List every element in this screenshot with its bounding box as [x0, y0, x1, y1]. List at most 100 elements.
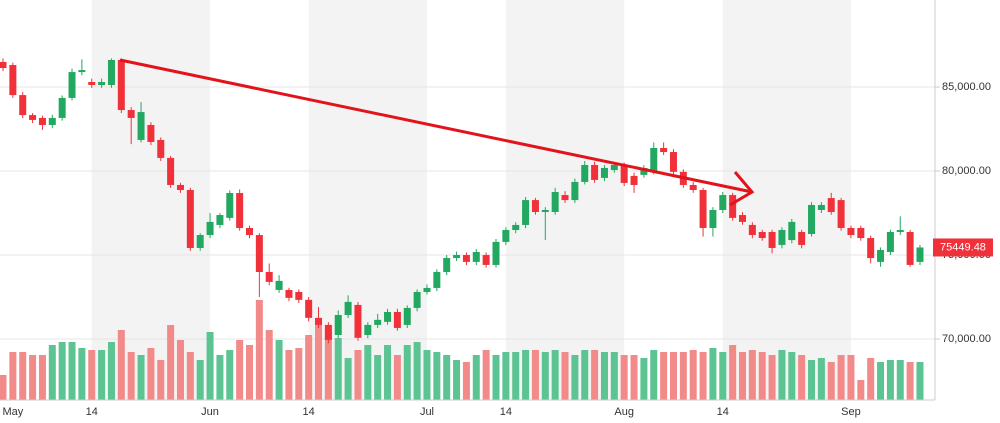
- candle-body: [551, 192, 559, 213]
- volume-bar: [758, 352, 766, 400]
- candle-body: [137, 112, 145, 140]
- candle-body: [236, 193, 244, 228]
- candle-body: [512, 224, 520, 230]
- candle-body: [561, 195, 569, 201]
- volume-bar: [78, 348, 86, 400]
- volume-bar: [344, 358, 352, 400]
- candle-body: [630, 175, 638, 185]
- candle-body: [48, 117, 56, 125]
- volume-bar: [305, 335, 313, 400]
- candle-body: [295, 291, 303, 300]
- candle-body: [729, 195, 737, 218]
- x-tick-label: 14: [717, 406, 729, 418]
- volume-bar: [236, 340, 244, 400]
- candle-body: [255, 235, 263, 272]
- volume-bar: [857, 380, 865, 400]
- volume-bar: [709, 348, 717, 400]
- candle-body: [689, 184, 697, 191]
- candle-body: [748, 224, 756, 236]
- y-tick-label: 70,000.00: [942, 333, 991, 345]
- volume-bar: [354, 350, 362, 400]
- candle-body: [19, 95, 27, 116]
- candle-body: [393, 311, 401, 328]
- volume-bar: [196, 360, 204, 400]
- candle-body: [216, 215, 224, 225]
- candle-body: [591, 164, 599, 180]
- candle-body: [246, 227, 253, 236]
- volume-bar: [48, 345, 56, 400]
- volume-bar: [867, 358, 875, 400]
- candle-body: [768, 232, 776, 248]
- volume-bar: [630, 355, 638, 400]
- candle-body: [206, 221, 214, 236]
- candle-body: [817, 204, 825, 210]
- candle-body: [403, 307, 411, 325]
- volume-bar: [748, 350, 756, 400]
- candle-body: [739, 215, 746, 222]
- volume-bar: [246, 345, 253, 400]
- trend-arrow: [119, 58, 753, 194]
- candle-body: [226, 193, 234, 218]
- candle-body: [896, 229, 904, 233]
- volume-bar: [255, 300, 263, 400]
- candle-body: [127, 110, 135, 118]
- volume-bar: [531, 350, 539, 400]
- candle-body: [324, 324, 332, 340]
- volume-bar: [423, 350, 431, 400]
- volume-bar: [285, 350, 293, 400]
- candle-body: [669, 152, 677, 172]
- candle-body: [610, 164, 618, 171]
- volume-bar: [403, 345, 411, 400]
- volume-bar: [226, 350, 234, 400]
- candle-body: [196, 235, 204, 248]
- volume-bar: [522, 350, 530, 400]
- candle-body: [147, 124, 155, 142]
- volume-bar: [798, 355, 806, 400]
- candle-body: [78, 70, 86, 73]
- volume-bar: [127, 352, 135, 400]
- y-tick-label: 80,000.00: [942, 165, 991, 177]
- volume-bar: [591, 350, 599, 400]
- candle-body: [38, 117, 46, 125]
- volume-bar: [877, 362, 885, 400]
- candle-body: [857, 227, 865, 239]
- volume-bar: [541, 352, 549, 400]
- x-tick-label: Jun: [201, 406, 219, 418]
- candle-body: [374, 319, 382, 325]
- volume-bar: [482, 350, 490, 400]
- volume-bar: [492, 355, 500, 400]
- volume-bar: [9, 352, 17, 400]
- candle-body: [916, 247, 924, 262]
- candle-body: [699, 190, 707, 228]
- volume-bar: [610, 352, 618, 400]
- volume-bar: [581, 350, 589, 400]
- candle-body: [571, 181, 579, 201]
- volume-bar: [462, 362, 470, 400]
- candle-body: [472, 251, 480, 262]
- candle-body: [315, 317, 323, 325]
- volume-bar: [886, 360, 894, 400]
- candle-body: [758, 232, 766, 239]
- candle-body: [334, 314, 342, 335]
- volume-bar: [600, 352, 608, 400]
- volume-bar: [0, 375, 7, 400]
- volume-bar: [176, 340, 184, 400]
- candle-body: [788, 221, 796, 241]
- candle-body: [660, 148, 668, 153]
- volume-bar: [137, 355, 145, 400]
- candle-body: [285, 289, 293, 298]
- volume-bar: [265, 330, 273, 400]
- candle-body: [384, 311, 392, 322]
- volume-bar: [561, 352, 569, 400]
- x-tick-label: 14: [303, 406, 315, 418]
- price-tag-label: 75449.48: [940, 241, 986, 253]
- x-tick-label: May: [2, 406, 23, 418]
- candle-body: [433, 271, 441, 288]
- volume-bar: [295, 348, 303, 400]
- volume-bar: [324, 330, 332, 400]
- volume-bar: [512, 352, 520, 400]
- volume-bar: [847, 355, 855, 400]
- volume-bar: [147, 348, 155, 400]
